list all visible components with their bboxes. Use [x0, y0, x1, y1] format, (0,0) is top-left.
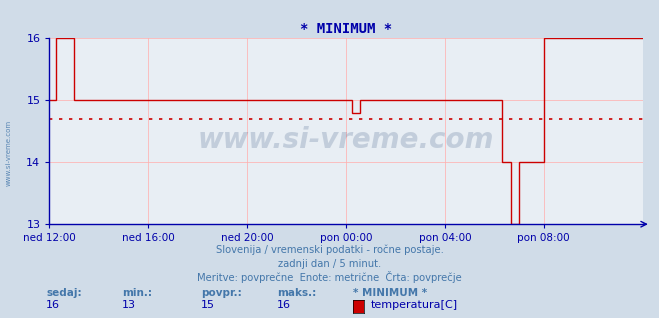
- Text: 13: 13: [122, 301, 136, 310]
- Text: 15: 15: [201, 301, 215, 310]
- Text: www.si-vreme.com: www.si-vreme.com: [198, 127, 494, 155]
- Text: Meritve: povprečne  Enote: metrične  Črta: povprečje: Meritve: povprečne Enote: metrične Črta:…: [197, 272, 462, 283]
- Text: povpr.:: povpr.:: [201, 288, 242, 298]
- Text: maks.:: maks.:: [277, 288, 316, 298]
- Text: www.si-vreme.com: www.si-vreme.com: [5, 120, 12, 186]
- Text: sedaj:: sedaj:: [46, 288, 82, 298]
- Title: * MINIMUM *: * MINIMUM *: [300, 22, 392, 36]
- Text: Slovenija / vremenski podatki - ročne postaje.: Slovenija / vremenski podatki - ročne po…: [215, 244, 444, 255]
- Text: 16: 16: [46, 301, 60, 310]
- Text: min.:: min.:: [122, 288, 152, 298]
- Text: temperatura[C]: temperatura[C]: [370, 301, 457, 310]
- Text: zadnji dan / 5 minut.: zadnji dan / 5 minut.: [278, 259, 381, 269]
- Text: 16: 16: [277, 301, 291, 310]
- Text: * MINIMUM *: * MINIMUM *: [353, 288, 426, 298]
